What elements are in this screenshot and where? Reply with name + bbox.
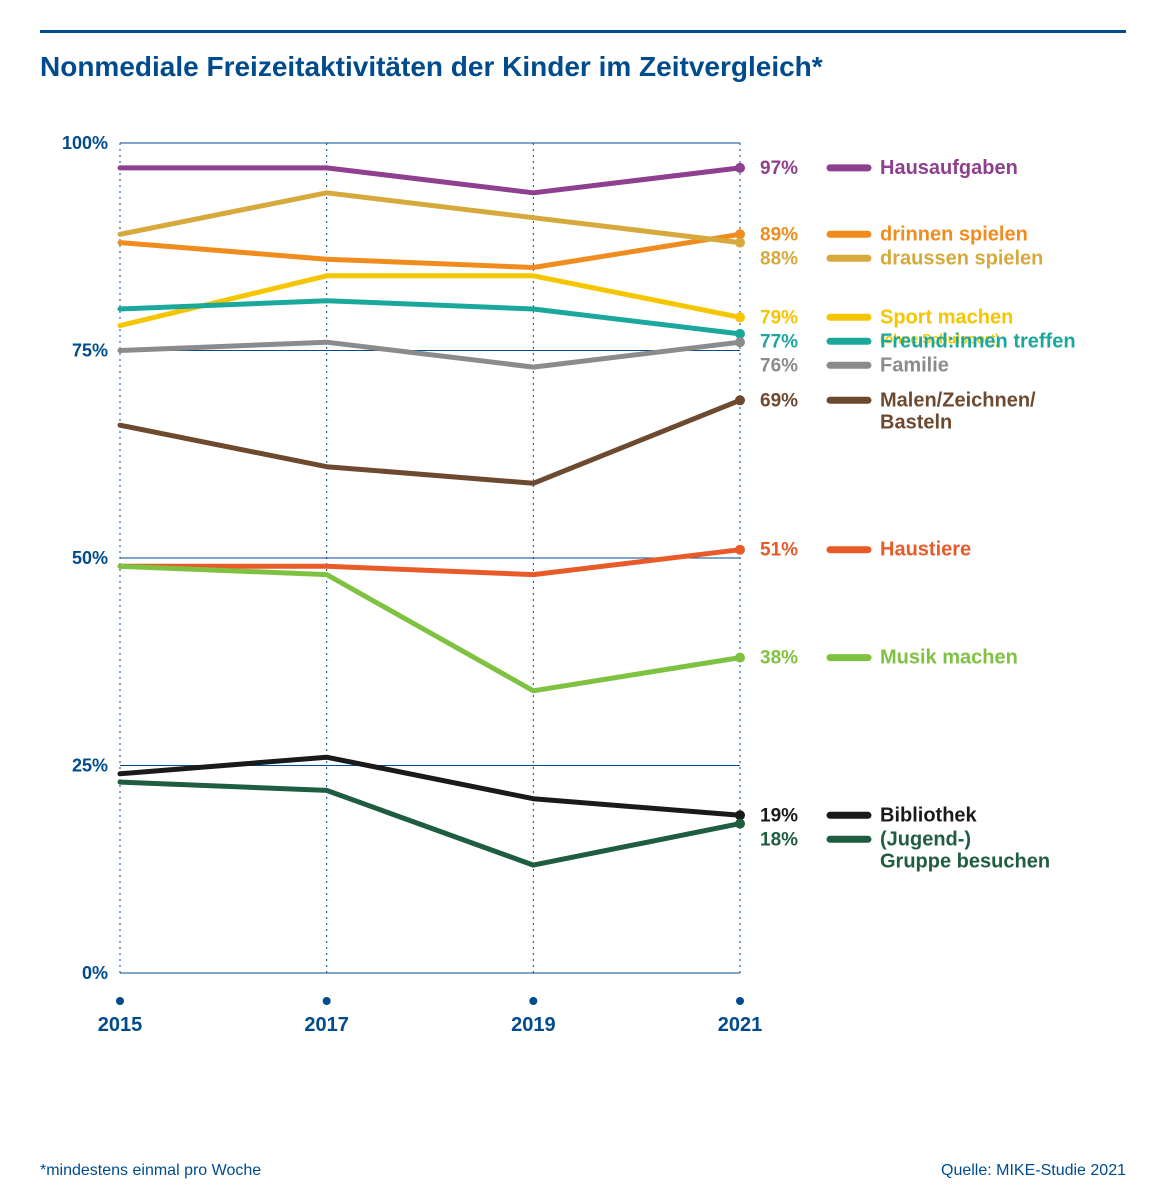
legend-label: Basteln [880,411,952,433]
y-axis-label: 75% [72,341,108,361]
legend-label: Gruppe besuchen [880,850,1050,872]
legend-label: Familie [880,354,949,376]
y-axis-label: 0% [82,963,108,983]
legend-label: Haustiere [880,539,971,561]
series-end-label: 18% [760,829,798,850]
x-axis-label: 2017 [304,1014,349,1036]
x-axis-label: 2019 [511,1014,556,1036]
legend-label: (Jugend-) [880,828,971,850]
footnote: *mindestens einmal pro Woche [40,1162,261,1180]
series-line [120,782,740,865]
x-axis-marker [323,997,331,1005]
series-end-label: 77% [760,331,798,352]
series-end-label: 89% [760,224,798,245]
x-axis-label: 2015 [98,1014,143,1036]
legend-label: Musik machen [880,647,1018,669]
series-end-marker [735,238,745,248]
series-end-label: 19% [760,805,798,826]
series-line [120,193,740,243]
y-axis-label: 100% [62,133,108,153]
series-line [120,342,740,367]
series-end-label: 69% [760,390,798,411]
y-axis-label: 25% [72,756,108,776]
legend-label: draussen spielen [880,247,1043,269]
series-end-label: 97% [760,158,798,179]
chart-title: Nonmediale Freizeitaktivitäten der Kinde… [40,51,1126,83]
line-chart-svg: 0% 25% 50% 75% 100% 2015 2017 2019 2021 97% Hausau… [40,123,1126,1083]
x-axis-label: 2021 [718,1014,763,1036]
series-line [120,168,740,193]
legend-label: Bibliothek [880,804,978,826]
series-end-label: 51% [760,540,798,561]
legend-label: Hausaufgaben [880,157,1018,179]
series-end-label: 88% [760,248,798,269]
series-end-label: 79% [760,307,798,328]
series-end-marker [735,163,745,173]
series-end-marker [735,337,745,347]
series-line [120,400,740,483]
series-end-marker [735,819,745,829]
series-end-label: 76% [760,355,798,376]
y-axis-label: 50% [72,548,108,568]
legend-label: drinnen spielen [880,223,1028,245]
legend-label: Freund:innen treffen [880,330,1076,352]
chart-container: Nonmediale Freizeitaktivitäten der Kinde… [0,0,1166,1200]
chart-area: 0% 25% 50% 75% 100% 2015 2017 2019 2021 97% Hausau… [40,123,1126,1083]
x-axis-marker [529,997,537,1005]
series-line [120,276,740,326]
series-line [120,301,740,334]
x-axis-marker [736,997,744,1005]
series-end-label: 38% [760,648,798,669]
legend-label: Malen/Zeichnen/ [880,389,1036,411]
series-end-marker [735,312,745,322]
top-rule [40,30,1126,33]
series-line [120,234,740,267]
source: Quelle: MIKE-Studie 2021 [941,1162,1126,1180]
series-end-marker [735,545,745,555]
series-line [120,566,740,691]
legend-label: Sport machen [880,306,1013,328]
series-end-marker [735,395,745,405]
x-axis-marker [116,997,124,1005]
series-end-marker [735,653,745,663]
